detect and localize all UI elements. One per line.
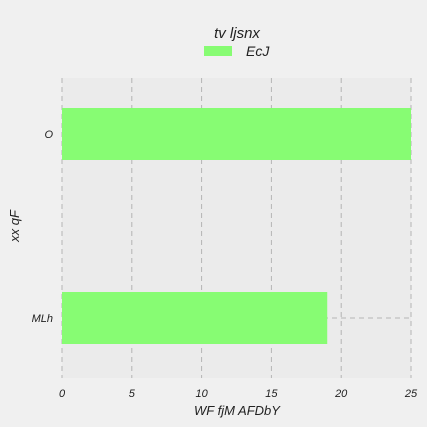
x-tick-label: 5	[129, 388, 136, 400]
x-tick-label: 15	[265, 388, 278, 400]
chart-title: tv ljsnx	[214, 25, 260, 42]
y-tick-label: O	[44, 129, 53, 141]
legend-swatch	[204, 46, 232, 56]
bars	[62, 108, 411, 344]
x-axis-label: WF fjM AFDbY	[194, 403, 281, 418]
x-tick-label: 10	[195, 388, 208, 400]
bar-O	[62, 108, 411, 160]
legend: EcJ	[204, 43, 270, 59]
x-tick-label: 25	[404, 388, 418, 400]
y-tick-label: MLh	[32, 313, 53, 325]
tick-labels: 0 5 10 15 20 25 MLh O	[32, 129, 418, 400]
x-tick-label: 0	[59, 388, 66, 400]
legend-label: EcJ	[246, 43, 270, 59]
y-axis-label: xx qF	[7, 209, 22, 243]
bar-MLh	[62, 292, 328, 344]
x-tick-label: 20	[334, 388, 348, 400]
